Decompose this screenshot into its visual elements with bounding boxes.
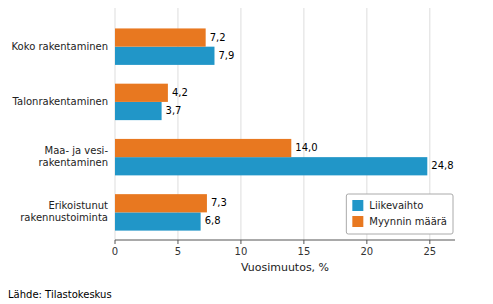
- bar: [115, 139, 291, 157]
- x-tick: [177, 240, 178, 244]
- category-label-line: Maa- ja vesi-: [45, 145, 109, 156]
- data-label: 14,0: [295, 142, 317, 153]
- x-tick: [240, 240, 241, 244]
- category-label-line: rakentaminen: [38, 157, 108, 168]
- category-label: Maa- ja vesi-rakentaminen: [38, 145, 108, 168]
- category-label-line: rakennustoiminta: [20, 212, 108, 223]
- data-label: 6,8: [205, 215, 221, 226]
- chart: 0 5 10 15 20 25 Vuosimuutos, % Koko rakentamine…: [0, 0, 493, 304]
- legend-swatch: [352, 216, 363, 227]
- legend: Liikevaihto Myynnin määrä: [346, 194, 453, 234]
- x-axis-line: [115, 240, 455, 241]
- data-label: 7,2: [210, 32, 226, 43]
- legend-label: Myynnin määrä: [369, 216, 447, 227]
- x-tick-label: 25: [423, 246, 436, 257]
- data-label: 4,2: [172, 87, 188, 98]
- bar: [115, 47, 214, 65]
- x-tick-label: 10: [235, 246, 248, 257]
- category-label: Koko rakentaminen: [12, 41, 108, 52]
- data-label: 7,9: [218, 50, 234, 61]
- category-label-line: Talonrakentaminen: [12, 96, 108, 107]
- source-note: Lähde: Tilastokeskus: [8, 289, 112, 300]
- bar: [115, 157, 427, 175]
- category-label: Erikoistunutrakennustoiminta: [20, 200, 108, 223]
- x-tick: [115, 240, 116, 244]
- x-tick-label: 0: [112, 246, 118, 257]
- category-label-line: Koko rakentaminen: [12, 41, 108, 52]
- category-label: Talonrakentaminen: [12, 96, 108, 107]
- bar: [115, 84, 168, 102]
- legend-swatch: [352, 200, 363, 211]
- data-label: 3,7: [166, 105, 182, 116]
- data-label: 24,8: [431, 160, 453, 171]
- x-axis-label: Vuosimuutos, %: [241, 261, 329, 274]
- bar: [115, 212, 201, 230]
- x-tick-label: 20: [360, 246, 373, 257]
- x-tick: [366, 240, 367, 244]
- category-label-line: Erikoistunut: [48, 200, 108, 211]
- legend-box: [346, 194, 453, 234]
- grid-line: [240, 8, 241, 240]
- x-tick: [303, 240, 304, 244]
- legend-label: Liikevaihto: [369, 200, 423, 211]
- data-label: 7,3: [211, 197, 227, 208]
- x-tick: [429, 240, 430, 244]
- grid-line: [303, 8, 304, 240]
- x-tick-label: 15: [298, 246, 311, 257]
- bars: [115, 28, 427, 230]
- bar: [115, 194, 207, 212]
- bar: [115, 102, 162, 120]
- bar: [115, 28, 206, 46]
- x-tick-label: 5: [175, 246, 181, 257]
